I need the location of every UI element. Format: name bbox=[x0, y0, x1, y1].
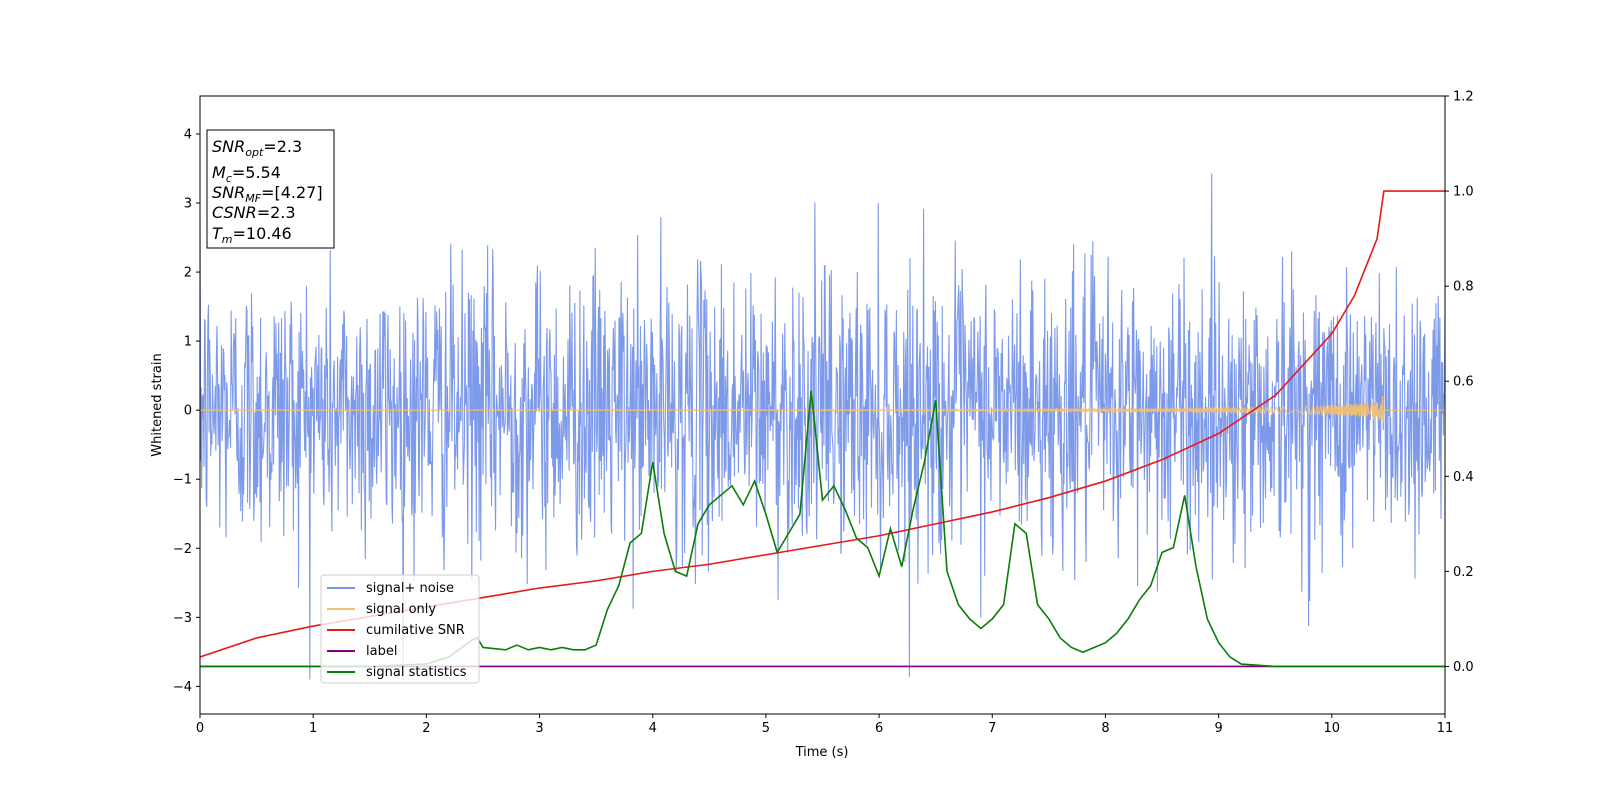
legend-label: cumilative SNR bbox=[366, 623, 465, 638]
info-mc: Mc=5.54 bbox=[212, 163, 281, 185]
x-tick-label: 4 bbox=[649, 721, 657, 736]
y2-tick-label: 0.6 bbox=[1453, 375, 1474, 390]
x-tick-label: 5 bbox=[762, 721, 770, 736]
x-tick-label: 10 bbox=[1324, 721, 1341, 736]
info-csnr: CSNR=2.3 bbox=[212, 203, 296, 222]
info-snr-opt: SNRopt=2.3 bbox=[212, 137, 302, 159]
series-signal-only bbox=[200, 395, 1445, 423]
info-box: SNRopt=2.3 Mc=5.54 SNRMF=[4.27] CSNR=2.3… bbox=[206, 129, 335, 249]
y-tick-label: −2 bbox=[173, 542, 192, 557]
x-tick-label: 3 bbox=[535, 721, 543, 736]
y2-tick-label: 1.0 bbox=[1453, 185, 1474, 200]
plot-frame bbox=[199, 95, 1446, 715]
x-tick-label: 8 bbox=[1101, 721, 1109, 736]
y-tick-label: −1 bbox=[173, 473, 192, 488]
y-tick-label: 1 bbox=[184, 335, 192, 350]
legend-label: signal+ noise bbox=[366, 581, 454, 596]
y2-tick-label: 0.0 bbox=[1453, 660, 1474, 675]
y-tick-label: −3 bbox=[173, 611, 192, 626]
y2-tick-label: 0.8 bbox=[1453, 280, 1474, 295]
y-axis-label: Whitened strain bbox=[150, 353, 165, 456]
series-signal-noise bbox=[200, 173, 1445, 680]
x-tick-label: 7 bbox=[988, 721, 996, 736]
y-tick-label: 4 bbox=[184, 127, 192, 142]
legend-label: signal only bbox=[366, 602, 436, 617]
x-tick-label: 9 bbox=[1214, 721, 1222, 736]
x-tick-label: 6 bbox=[875, 721, 883, 736]
legend: signal+ noise signal only cumilative SNR la… bbox=[320, 574, 480, 684]
x-tick-label: 2 bbox=[422, 721, 430, 736]
axes: 0 1 2 3 4 5 6 7 8 9 10 11 −4 −3 −2 −1 0 1 2 3 4 0.0 0.2 0.4 0.6 0… bbox=[173, 90, 1474, 737]
series-signal-statistics bbox=[200, 390, 1445, 668]
y-tick-label: 3 bbox=[184, 197, 192, 212]
info-box-frame bbox=[206, 129, 335, 249]
legend-frame bbox=[320, 574, 480, 684]
y-tick-label: −4 bbox=[173, 680, 192, 695]
legend-label: signal statistics bbox=[366, 665, 467, 680]
legend-label: label bbox=[366, 644, 397, 659]
info-tm: Tm=10.46 bbox=[212, 224, 292, 246]
x-tick-label: 11 bbox=[1437, 721, 1454, 736]
x-axis-label: Time (s) bbox=[795, 745, 849, 760]
y2-tick-label: 1.2 bbox=[1453, 90, 1474, 105]
y2-tick-label: 0.2 bbox=[1453, 565, 1474, 580]
y2-tick-label: 0.4 bbox=[1453, 470, 1474, 485]
y-tick-label: 2 bbox=[184, 266, 192, 281]
info-snr-mf: SNRMF=[4.27] bbox=[212, 183, 323, 205]
x-tick-label: 0 bbox=[196, 721, 204, 736]
x-tick-label: 1 bbox=[309, 721, 317, 736]
y-tick-label: 0 bbox=[184, 404, 192, 419]
